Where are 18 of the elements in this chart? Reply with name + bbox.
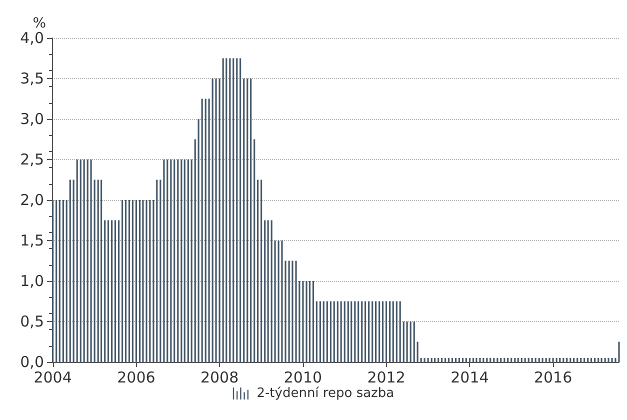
y-tick-label: 1,5 bbox=[20, 232, 44, 250]
x-tick-label: 2016 bbox=[534, 368, 572, 386]
x-tick-label: 2004 bbox=[34, 368, 72, 386]
x-tick-label: 2014 bbox=[450, 368, 489, 386]
x-tick-label: 2010 bbox=[284, 368, 322, 386]
y-tick-label: 2,0 bbox=[20, 191, 44, 209]
y-tick-label: 0,0 bbox=[20, 353, 44, 371]
y-tick-label: 4,0 bbox=[20, 29, 44, 47]
y-tick-label: 1,0 bbox=[20, 272, 44, 290]
y-tick-label: 3,5 bbox=[20, 70, 44, 88]
x-tick-label: 2008 bbox=[200, 368, 239, 386]
x-tick-label: 2012 bbox=[367, 368, 406, 386]
x-tick-label: 2006 bbox=[117, 368, 156, 386]
legend-label: 2-týdenní repo sazba bbox=[256, 386, 394, 401]
y-axis-title: % bbox=[32, 16, 46, 32]
y-tick-label: 2,5 bbox=[20, 150, 44, 168]
y-tick-label: 0,5 bbox=[20, 312, 44, 330]
y-tick-label: 3,0 bbox=[20, 110, 44, 128]
